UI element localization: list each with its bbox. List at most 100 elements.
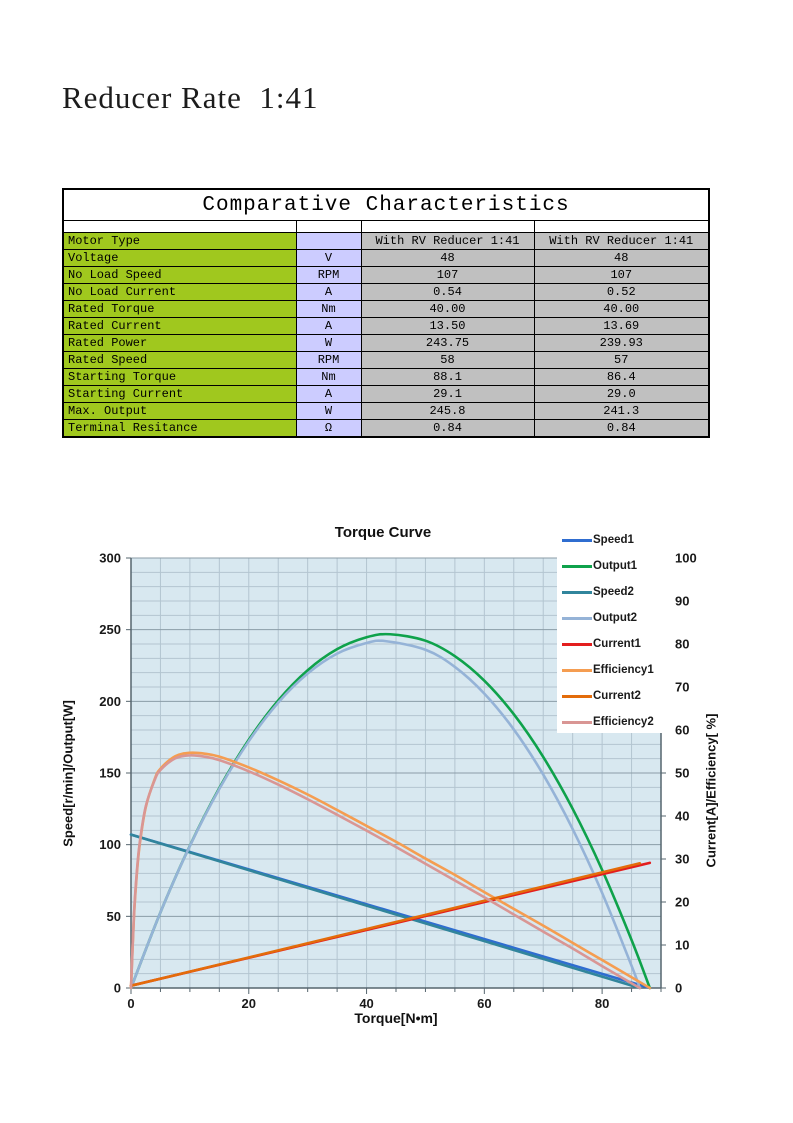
spec-label: Voltage [62, 249, 297, 267]
x-axis-title: Torque[N•m] [354, 1010, 438, 1026]
spec-unit: A [295, 283, 362, 301]
spec-row-no-load-current: No Load Current A 0.54 0.52 [62, 283, 710, 301]
spec-value-1: 88.1 [360, 368, 535, 386]
spec-row-starting-torque: Starting Torque Nm 88.1 86.4 [62, 368, 710, 386]
spec-value-2: 239.93 [533, 334, 710, 352]
spacer-cell [533, 220, 710, 233]
x-tick-label: 20 [242, 996, 256, 1011]
spec-unit: RPM [295, 351, 362, 369]
x-tick-label: 80 [595, 996, 609, 1011]
spec-value-1: 48 [360, 249, 535, 267]
y-axis-title-left: Speed[r/min]/Output[W] [60, 700, 76, 847]
y-right-tick-label: 20 [675, 895, 689, 910]
spec-value-1: 29.1 [360, 385, 535, 403]
spec-row-rated-current: Rated Current A 13.50 13.69 [62, 317, 710, 335]
legend-swatch [562, 590, 592, 594]
spec-unit: Nm [295, 300, 362, 318]
spec-label: No Load Speed [62, 266, 297, 284]
spec-row-motor-type: Motor Type With RV Reducer 1:41 With RV Re… [62, 232, 710, 250]
page-title: Reducer Rate 1:41 [62, 80, 319, 115]
spec-unit: Ω [295, 419, 362, 438]
spec-unit: Nm [295, 368, 362, 386]
spacer-cell [62, 220, 297, 233]
spec-value-2: 0.84 [533, 419, 710, 438]
spec-value-2: 241.3 [533, 402, 710, 420]
legend-swatch [562, 642, 592, 646]
spec-label: Motor Type [62, 232, 297, 250]
spec-value-1: 245.8 [360, 402, 535, 420]
spec-label: No Load Current [62, 283, 297, 301]
y-right-tick-label: 100 [675, 551, 697, 566]
legend-item-output2: Output2 [557, 605, 669, 631]
spec-value-2: 40.00 [533, 300, 710, 318]
spec-row-rated-speed: Rated Speed RPM 58 57 [62, 351, 710, 369]
legend-label: Speed1 [593, 534, 634, 546]
spec-label: Rated Speed [62, 351, 297, 369]
spec-label: Rated Current [62, 317, 297, 335]
y-left-tick-label: 250 [99, 622, 121, 637]
y-right-tick-label: 0 [675, 981, 682, 996]
y-right-tick-label: 60 [675, 723, 689, 738]
spec-unit: W [295, 334, 362, 352]
legend-swatch [562, 694, 592, 698]
spec-row-rated-torque: Rated Torque Nm 40.00 40.00 [62, 300, 710, 318]
spec-label: Terminal Resitance [62, 419, 297, 438]
legend-label: Speed2 [593, 586, 634, 598]
x-tick-label: 60 [477, 996, 491, 1011]
legend-label: Output2 [593, 612, 638, 624]
table-spacer-row [62, 220, 710, 233]
legend-label: Efficiency1 [593, 664, 654, 676]
spec-value-1: 40.00 [360, 300, 535, 318]
legend-swatch [562, 720, 592, 724]
spec-row-terminal-resitance: Terminal Resitance Ω 0.84 0.84 [62, 419, 710, 438]
spec-value-2: 107 [533, 266, 710, 284]
legend-label: Output1 [593, 560, 638, 572]
spec-value-1: 243.75 [360, 334, 535, 352]
spec-value-1: 107 [360, 266, 535, 284]
series-speed2 [129, 833, 642, 990]
table-title-row: Comparative Characteristics [62, 188, 710, 221]
spec-value-2: 29.0 [533, 385, 710, 403]
table-title: Comparative Characteristics [62, 188, 710, 221]
x-tick-label: 0 [127, 996, 134, 1011]
y-right-tick-label: 30 [675, 852, 689, 867]
y-left-tick-label: 150 [99, 766, 121, 781]
y-right-tick-label: 70 [675, 680, 689, 695]
legend-item-efficiency1: Efficiency1 [557, 657, 669, 683]
spec-value-2: 0.52 [533, 283, 710, 301]
y-left-tick-label: 200 [99, 694, 121, 709]
torque-curve-chart: 0 50 100 150 200 250 300 0 10 20 30 40 50 60 70 80 90 100… [60, 515, 740, 1045]
spec-label: Rated Power [62, 334, 297, 352]
legend-label: Current1 [593, 638, 641, 650]
legend-item-speed1: Speed1 [557, 527, 669, 553]
legend-item-current2: Current2 [557, 683, 669, 709]
spec-row-starting-current: Starting Current A 29.1 29.0 [62, 385, 710, 403]
legend-swatch [562, 538, 592, 542]
spec-value-2: 13.69 [533, 317, 710, 335]
y-right-tick-label: 10 [675, 938, 689, 953]
spec-value-1: 0.84 [360, 419, 535, 438]
series-output2 [129, 639, 642, 990]
spec-value-1: 58 [360, 351, 535, 369]
spec-label: Starting Current [62, 385, 297, 403]
spec-label: Max. Output [62, 402, 297, 420]
y-axis-title-right: Current[A]/Efficiency[ %] [703, 713, 719, 868]
y-right-tick-label: 90 [675, 594, 689, 609]
y-left-tick-label: 0 [114, 981, 121, 996]
legend-item-output1: Output1 [557, 553, 669, 579]
legend-swatch [562, 668, 592, 672]
legend-item-efficiency2: Efficiency2 [557, 709, 669, 735]
comparative-characteristics-table: Comparative Characteristics Motor Type Wi… [62, 188, 711, 438]
y-left-tick-label: 50 [107, 909, 121, 924]
legend-label: Current2 [593, 690, 641, 702]
x-tick-label: 40 [359, 996, 373, 1011]
spec-value-2: 86.4 [533, 368, 710, 386]
spec-unit: A [295, 385, 362, 403]
legend-label: Efficiency2 [593, 716, 654, 728]
spec-value-2: With RV Reducer 1:41 [533, 232, 710, 250]
legend-item-speed2: Speed2 [557, 579, 669, 605]
legend-swatch [562, 616, 592, 620]
spec-label: Rated Torque [62, 300, 297, 318]
series-efficiency2 [129, 754, 642, 990]
spec-value-1: 0.54 [360, 283, 535, 301]
